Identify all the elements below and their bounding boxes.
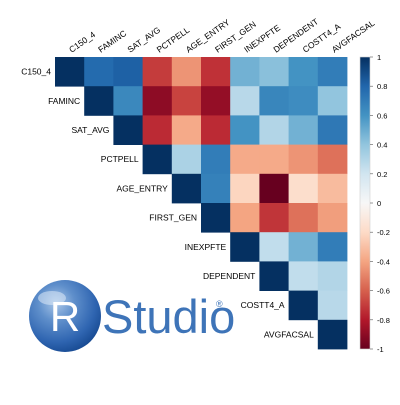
heatmap-cell: FAMINC / AGE_ENTRY: -0.68 xyxy=(171,86,202,116)
row-label: INEXPFTE xyxy=(185,242,227,252)
heatmap-cell: C150_4 / AGE_ENTRY: -0.45 xyxy=(171,57,202,87)
heatmap-cells: C150_4 / C150_4: 1C150_4 / FAMINC: 0.78C… xyxy=(55,57,348,350)
heatmap-cell: C150_4 / C150_4: 1 xyxy=(55,57,85,87)
heatmap-cell: PCTPELL / PCTPELL: 1 xyxy=(142,144,173,175)
heatmap-cell: FAMINC / INEXPFTE: 0.28 xyxy=(230,86,260,116)
legend-color-bar xyxy=(359,56,371,350)
heatmap-cell: AGE_ENTRY / COSTT4_A: -0.18 xyxy=(288,173,319,204)
heatmap-cell: FAMINC / FIRST_GEN: -0.88 xyxy=(201,86,231,116)
legend-tick-label: 1 xyxy=(377,53,381,62)
heatmap-cell: FAMINC / SAT_AVG: 0.65 xyxy=(113,86,143,116)
legend-tick-label: 0 xyxy=(377,199,381,208)
heatmap-cell: FAMINC / PCTPELL: -0.9 xyxy=(142,86,173,116)
heatmap-cell: C150_4 / FIRST_GEN: -0.73 xyxy=(201,57,231,87)
legend-tick-label: 0.6 xyxy=(377,111,387,120)
row-label: DEPENDENT xyxy=(203,271,255,281)
heatmap-cell: C150_4 / AVGFACSAL: 0.7 xyxy=(317,57,348,87)
row-label: FIRST_GEN xyxy=(149,213,197,223)
heatmap-cell: PCTPELL / DEPENDENT: -0.38 xyxy=(259,144,289,175)
heatmap-cell: FIRST_GEN / COSTT4_A: -0.55 xyxy=(288,203,319,233)
legend-tick-label: 0.2 xyxy=(377,170,387,179)
legend-tick-label: -0.8 xyxy=(377,316,390,325)
heatmap-cell: FAMINC / COSTT4_A: 0.63 xyxy=(288,86,319,116)
row-label: AGE_ENTRY xyxy=(116,183,168,193)
heatmap-cell: FIRST_GEN / INEXPFTE: -0.4 xyxy=(230,203,260,233)
heatmap-cell: INEXPFTE / AVGFACSAL: 0.7 xyxy=(317,232,348,262)
heatmap-cell: COSTT4_A / AVGFACSAL: 0.28 xyxy=(317,290,348,321)
heatmap-cell: INEXPFTE / DEPENDENT: 0.25 xyxy=(259,232,289,262)
row-label: COSTT4_A xyxy=(241,300,285,310)
heatmap-cell: INEXPFTE / INEXPFTE: 1 xyxy=(230,232,260,262)
heatmap-cell: SAT_AVG / DEPENDENT: 0.3 xyxy=(259,115,289,145)
column-label: C150_4 xyxy=(67,29,97,54)
row-label: AVGFACSAL xyxy=(264,329,314,339)
heatmap-cell: SAT_AVG / AVGFACSAL: 0.72 xyxy=(317,115,348,145)
heatmap-cell: SAT_AVG / AGE_ENTRY: -0.38 xyxy=(171,115,202,145)
heatmap-cell: FAMINC / FAMINC: 1 xyxy=(84,86,114,116)
heatmap-cell: C150_4 / DEPENDENT: 0.42 xyxy=(259,57,289,87)
legend-tick-label: -0.2 xyxy=(377,228,390,237)
heatmap-cell: SAT_AVG / FIRST_GEN: -0.75 xyxy=(201,115,231,145)
heatmap-cell: SAT_AVG / COSTT4_A: 0.48 xyxy=(288,115,319,145)
legend-tick-label: 0.4 xyxy=(377,141,387,150)
heatmap-cell: AGE_ENTRY / AGE_ENTRY: 1 xyxy=(171,173,202,204)
heatmap-cell: FIRST_GEN / DEPENDENT: -0.72 xyxy=(259,203,289,233)
legend-tick-label: -1 xyxy=(377,345,384,354)
heatmap-cell: FIRST_GEN / FIRST_GEN: 1 xyxy=(201,203,231,233)
heatmap-cell: AGE_ENTRY / AVGFACSAL: -0.32 xyxy=(317,173,348,204)
heatmap-cell: C150_4 / COSTT4_A: 0.6 xyxy=(288,57,319,87)
rstudio-logo: R Studio ® xyxy=(29,280,235,352)
heatmap-cell: AGE_ENTRY / FIRST_GEN: 0.68 xyxy=(201,173,231,204)
heatmap-cell: AVGFACSAL / AVGFACSAL: 1 xyxy=(317,319,348,350)
heatmap-cell: C150_4 / INEXPFTE: 0.48 xyxy=(230,57,260,87)
heatmap-cell: DEPENDENT / AVGFACSAL: 0.3 xyxy=(317,261,348,291)
legend-tick-label: 0.8 xyxy=(377,82,387,91)
heatmap-cell: AGE_ENTRY / DEPENDENT: -1 xyxy=(259,173,289,204)
heatmap-cell: C150_4 / FAMINC: 0.78 xyxy=(84,57,114,87)
heatmap-cell: SAT_AVG / PCTPELL: -0.75 xyxy=(142,115,173,145)
column-labels: C150_4 FAMINCSAT_AVGPCTPELLAGE_ENTRYFIRST… xyxy=(67,16,377,54)
heatmap-cell: C150_4 / PCTPELL: -0.7 xyxy=(142,57,173,87)
legend-ticks: 1 0.8 0.6 0.4 0.2 0 -0.2 -0.4 -0.6 -0.8 -1 xyxy=(370,53,390,354)
registered-mark: ® xyxy=(216,299,223,309)
heatmap-cell: FAMINC / AVGFACSAL: 0.4 xyxy=(317,86,348,116)
heatmap-cell: C150_4 / SAT_AVG: 0.82 xyxy=(113,57,143,87)
row-label: SAT_AVG xyxy=(71,125,109,135)
heatmap-cell: PCTPELL / AGE_ENTRY: 0.32 xyxy=(171,144,202,175)
heatmap-cell: PCTPELL / AVGFACSAL: -0.55 xyxy=(317,144,348,175)
column-label: FAMINC xyxy=(96,28,128,55)
heatmap-cell: AGE_ENTRY / INEXPFTE: -0.22 xyxy=(230,173,260,204)
heatmap-cell: FIRST_GEN / AVGFACSAL: -0.42 xyxy=(317,203,348,233)
row-label: FAMINC xyxy=(48,96,80,106)
heatmap-cell: SAT_AVG / INEXPFTE: 0.6 xyxy=(230,115,260,145)
heatmap-cell: PCTPELL / INEXPFTE: -0.38 xyxy=(230,144,260,175)
row-labels: C150_4 FAMINC SAT_AVG PCTPELL AGE_ENTRY FIRST… xyxy=(21,67,314,340)
heatmap-cell: DEPENDENT / DEPENDENT: 1 xyxy=(259,261,289,291)
heatmap-cell: DEPENDENT / COSTT4_A: 0.25 xyxy=(288,261,319,291)
heatmap-cell: INEXPFTE / COSTT4_A: 0.48 xyxy=(288,232,319,262)
heatmap-cell: PCTPELL / COSTT4_A: -0.45 xyxy=(288,144,319,175)
row-label: C150_4 xyxy=(21,67,51,77)
legend-tick-label: -0.6 xyxy=(377,287,390,296)
row-label: PCTPELL xyxy=(101,154,139,164)
heatmap-cell: FAMINC / DEPENDENT: 0.66 xyxy=(259,86,289,116)
heatmap-cell: PCTPELL / FIRST_GEN: 0.7 xyxy=(201,144,231,175)
r-logo-letter: R xyxy=(50,293,80,340)
legend-tick-label: -0.4 xyxy=(377,257,390,266)
r-logo-highlight xyxy=(38,291,66,305)
heatmap-cell: SAT_AVG / SAT_AVG: 1 xyxy=(113,115,143,145)
rstudio-wordmark: Studio xyxy=(102,290,235,343)
color-legend: 1 0.8 0.6 0.4 0.2 0 -0.2 -0.4 -0.6 -0.8 -1 xyxy=(359,53,390,354)
heatmap-cell: COSTT4_A / COSTT4_A: 1 xyxy=(288,290,319,321)
